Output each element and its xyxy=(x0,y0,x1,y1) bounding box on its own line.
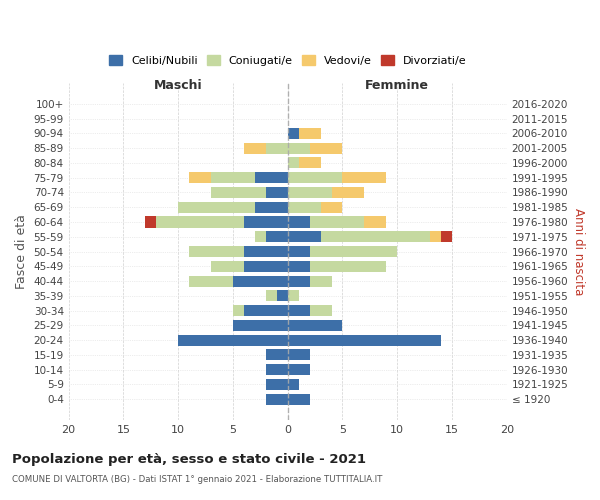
Y-axis label: Fasce di età: Fasce di età xyxy=(15,214,28,289)
Bar xyxy=(266,394,287,405)
Bar xyxy=(287,350,310,360)
Bar xyxy=(189,172,211,183)
Bar xyxy=(320,231,430,242)
Bar xyxy=(299,128,320,139)
Bar xyxy=(255,231,266,242)
Bar xyxy=(287,187,331,198)
Bar xyxy=(364,216,386,228)
Bar xyxy=(244,261,287,272)
Bar xyxy=(287,379,299,390)
Bar xyxy=(287,334,441,345)
Bar xyxy=(310,261,386,272)
Bar xyxy=(233,276,287,286)
Bar xyxy=(277,290,287,302)
Bar xyxy=(211,261,244,272)
Bar xyxy=(299,158,320,168)
Bar xyxy=(178,334,287,345)
Text: Maschi: Maschi xyxy=(154,79,202,92)
Bar xyxy=(233,305,244,316)
Bar xyxy=(287,394,310,405)
Bar xyxy=(320,202,343,213)
Bar xyxy=(287,320,343,331)
Bar xyxy=(233,320,287,331)
Bar xyxy=(211,172,255,183)
Bar xyxy=(310,305,331,316)
Bar xyxy=(310,276,331,286)
Bar xyxy=(287,276,310,286)
Y-axis label: Anni di nascita: Anni di nascita xyxy=(572,208,585,295)
Bar xyxy=(287,172,343,183)
Bar xyxy=(287,216,310,228)
Bar xyxy=(287,128,299,139)
Bar xyxy=(244,246,287,257)
Bar xyxy=(287,158,299,168)
Bar xyxy=(430,231,441,242)
Bar xyxy=(266,187,287,198)
Bar xyxy=(156,216,244,228)
Bar xyxy=(266,379,287,390)
Bar xyxy=(287,231,320,242)
Bar xyxy=(189,276,233,286)
Bar xyxy=(178,202,255,213)
Bar xyxy=(145,216,156,228)
Bar xyxy=(266,364,287,376)
Bar xyxy=(287,364,310,376)
Bar xyxy=(244,305,287,316)
Bar xyxy=(266,350,287,360)
Text: COMUNE DI VALTORTA (BG) - Dati ISTAT 1° gennaio 2021 - Elaborazione TUTTITALIA.I: COMUNE DI VALTORTA (BG) - Dati ISTAT 1° … xyxy=(12,476,382,484)
Bar xyxy=(189,246,244,257)
Bar xyxy=(287,305,310,316)
Bar xyxy=(287,261,310,272)
Bar xyxy=(343,172,386,183)
Bar xyxy=(244,216,287,228)
Bar xyxy=(287,290,299,302)
Bar xyxy=(310,246,397,257)
Bar xyxy=(441,231,452,242)
Legend: Celibi/Nubili, Coniugati/e, Vedovi/e, Divorziati/e: Celibi/Nubili, Coniugati/e, Vedovi/e, Di… xyxy=(109,55,467,66)
Bar xyxy=(287,202,320,213)
Bar xyxy=(310,216,364,228)
Bar xyxy=(244,142,266,154)
Bar xyxy=(331,187,364,198)
Bar xyxy=(287,246,310,257)
Text: Femmine: Femmine xyxy=(365,79,429,92)
Bar xyxy=(266,231,287,242)
Bar xyxy=(287,142,310,154)
Bar xyxy=(211,187,266,198)
Bar xyxy=(255,202,287,213)
Bar xyxy=(255,172,287,183)
Text: Popolazione per età, sesso e stato civile - 2021: Popolazione per età, sesso e stato civil… xyxy=(12,452,366,466)
Bar xyxy=(266,290,277,302)
Bar xyxy=(266,142,287,154)
Bar xyxy=(310,142,343,154)
